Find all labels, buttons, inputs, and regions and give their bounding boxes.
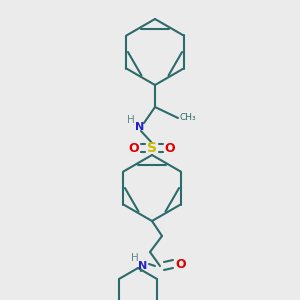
Text: H: H — [131, 253, 139, 263]
Text: N: N — [138, 261, 148, 271]
Text: CH₃: CH₃ — [180, 113, 196, 122]
Text: O: O — [165, 142, 175, 154]
Text: N: N — [135, 122, 145, 132]
Text: O: O — [129, 142, 139, 154]
Text: H: H — [127, 115, 135, 125]
Text: S: S — [147, 141, 157, 155]
Text: O: O — [176, 257, 186, 271]
